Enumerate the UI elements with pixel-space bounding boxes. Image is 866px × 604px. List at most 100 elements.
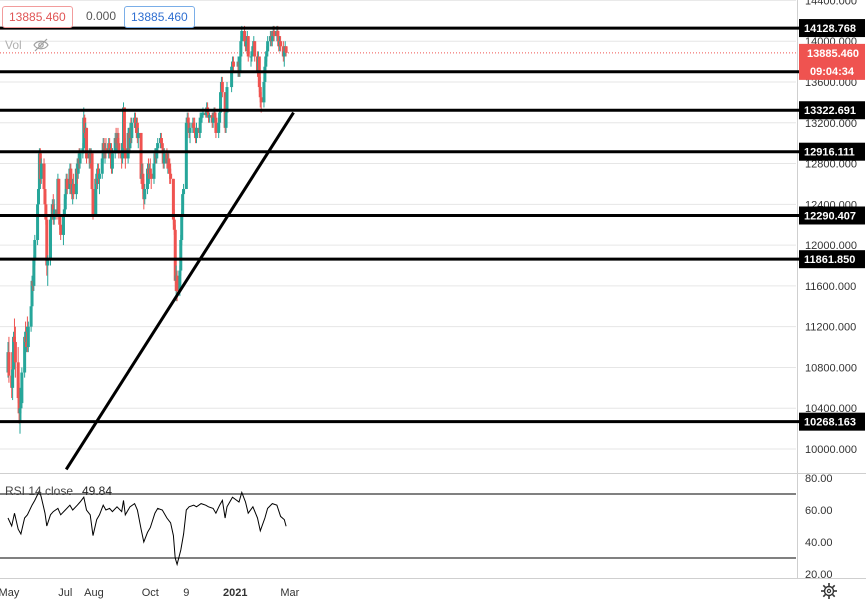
candle-body: [135, 122, 139, 139]
price-axis-tick-label: 14400.000: [805, 0, 857, 7]
candle[interactable]: [72, 173, 76, 200]
candle-body: [231, 61, 235, 67]
candle[interactable]: [113, 132, 117, 159]
candle-body: [32, 260, 36, 286]
candle[interactable]: [143, 183, 147, 205]
candle[interactable]: [39, 158, 43, 184]
bid-price-box[interactable]: 13885.460: [2, 6, 73, 28]
candle-body: [43, 189, 47, 205]
candle[interactable]: [284, 46, 288, 57]
candle[interactable]: [135, 117, 139, 144]
candle[interactable]: [182, 183, 186, 205]
candle-body: [130, 122, 134, 139]
candle[interactable]: [188, 122, 192, 144]
candle[interactable]: [122, 107, 126, 154]
candle[interactable]: [65, 173, 69, 195]
candle-body: [178, 270, 182, 291]
candle[interactable]: [18, 387, 22, 434]
candle-body: [193, 127, 197, 133]
candle[interactable]: [17, 382, 21, 424]
candle[interactable]: [171, 178, 175, 225]
level-price-badge: [799, 19, 865, 38]
gear-icon[interactable]: [820, 582, 838, 600]
candlesticks: [6, 25, 288, 434]
candle-body: [182, 189, 186, 195]
candle-body: [18, 408, 22, 414]
candle[interactable]: [13, 326, 17, 378]
candle[interactable]: [43, 178, 47, 210]
candle[interactable]: [117, 132, 121, 159]
candle-body: [168, 168, 172, 174]
candle-body: [201, 112, 205, 116]
time-axis-tick-label: May: [0, 587, 20, 599]
candle-body: [211, 117, 215, 123]
candle[interactable]: [279, 36, 283, 52]
candle[interactable]: [169, 163, 173, 184]
candle[interactable]: [266, 36, 270, 57]
candle-body: [264, 56, 268, 67]
candle[interactable]: [76, 153, 80, 179]
candle[interactable]: [207, 112, 211, 123]
candle-body: [213, 112, 217, 118]
candle-body: [49, 219, 53, 261]
level-price-badge: [799, 101, 865, 120]
candle-body: [100, 158, 104, 174]
time-axis-tick-label: Jul: [58, 587, 72, 599]
candle[interactable]: [59, 214, 63, 240]
candle[interactable]: [214, 117, 218, 139]
candle[interactable]: [20, 367, 24, 409]
candle-body: [155, 148, 159, 159]
candle-body: [39, 163, 43, 179]
candle-body: [69, 168, 73, 184]
candle[interactable]: [184, 117, 188, 190]
candle-body: [97, 168, 101, 179]
candle-body: [46, 260, 50, 266]
rsi-indicator-label[interactable]: RSI 14 close: [5, 484, 74, 498]
candle[interactable]: [49, 214, 53, 266]
candle[interactable]: [83, 114, 87, 139]
price-axis-tick-label: 10400.000: [805, 403, 857, 415]
level-price-badge-label: 12290.407: [804, 210, 856, 222]
candle[interactable]: [253, 41, 257, 62]
price-axis-tick-label: 12800.000: [805, 159, 857, 171]
candle[interactable]: [123, 138, 127, 169]
candle[interactable]: [246, 36, 250, 62]
rsi-axis-tick-label: 20.00: [805, 569, 833, 581]
candle[interactable]: [42, 158, 46, 195]
candle-body: [141, 173, 145, 190]
candle[interactable]: [231, 56, 235, 72]
candle-body: [266, 41, 270, 52]
candle[interactable]: [220, 76, 224, 98]
candle[interactable]: [7, 336, 11, 383]
candle[interactable]: [91, 178, 95, 220]
candle[interactable]: [16, 347, 20, 404]
candle[interactable]: [194, 122, 198, 144]
candle-body: [19, 403, 23, 409]
trendline[interactable]: [64, 111, 295, 471]
rsi-line[interactable]: [7, 489, 287, 567]
candle[interactable]: [179, 234, 183, 276]
candle[interactable]: [136, 127, 140, 149]
candle[interactable]: [198, 112, 202, 139]
candle[interactable]: [26, 321, 30, 353]
candle[interactable]: [32, 255, 36, 291]
time-axis-tick-label: Oct: [142, 587, 159, 599]
eye-slash-icon[interactable]: [33, 38, 49, 52]
candle[interactable]: [97, 168, 101, 195]
candle[interactable]: [130, 117, 134, 144]
candle[interactable]: [225, 81, 229, 118]
ask-price-box[interactable]: 13885.460: [124, 6, 195, 28]
candle[interactable]: [36, 199, 40, 246]
price-axis-tick-label: 13600.000: [805, 77, 857, 89]
candle-body: [179, 240, 183, 271]
candle[interactable]: [149, 168, 153, 190]
candle[interactable]: [29, 301, 33, 332]
candle[interactable]: [11, 365, 15, 401]
candle-body: [85, 127, 89, 159]
candle[interactable]: [57, 178, 61, 220]
volume-label: Vol: [5, 38, 22, 52]
candle[interactable]: [85, 127, 89, 164]
candle-body: [263, 66, 267, 82]
candle[interactable]: [90, 153, 94, 195]
